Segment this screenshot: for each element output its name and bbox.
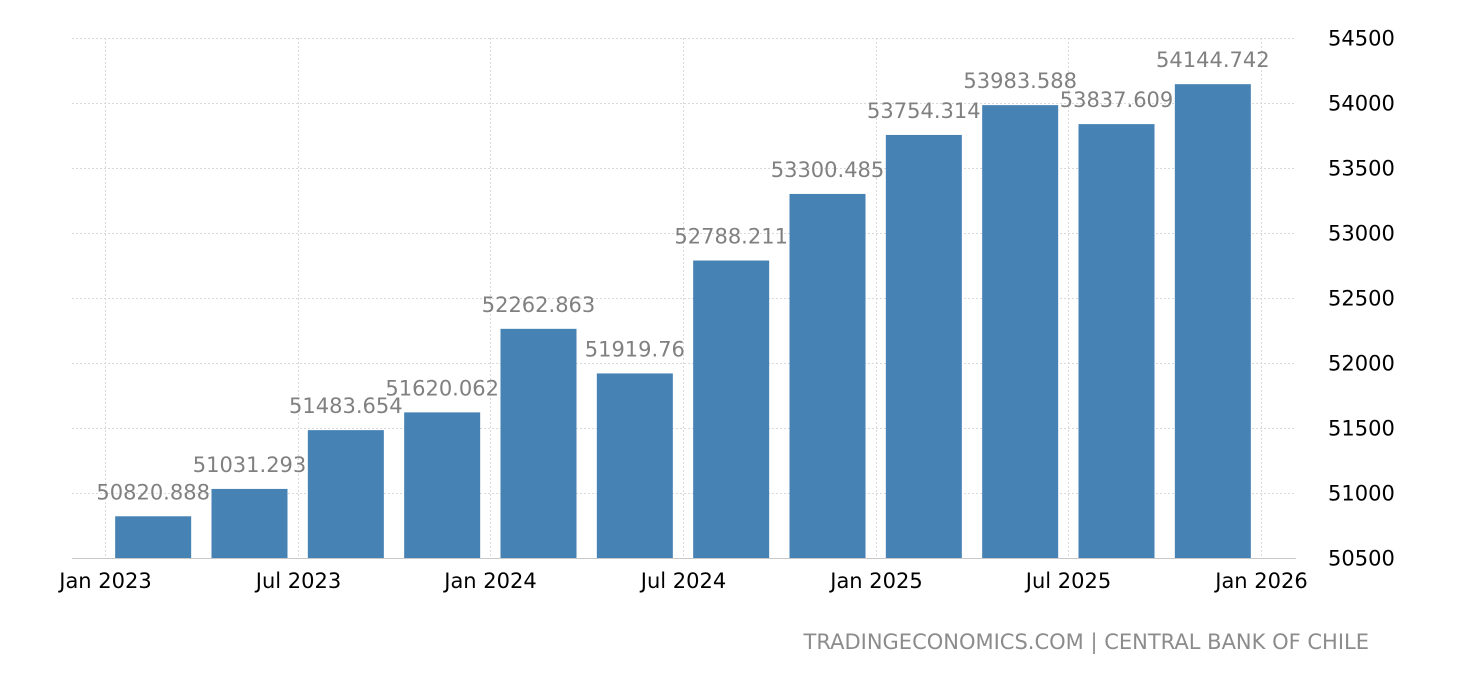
bars: [115, 84, 1251, 559]
bar-2025-01[interactable]: [885, 134, 962, 558]
y-tick-label: 51000: [1328, 482, 1395, 506]
data-label-2024-01: 52262.863: [482, 293, 596, 317]
bar-2025-07[interactable]: [1078, 124, 1155, 558]
y-tick-label: 53500: [1328, 157, 1395, 181]
data-label-2024-10: 53300.485: [771, 158, 885, 182]
data-label-2024-07: 52788.211: [674, 225, 788, 249]
data-label-2025-01: 53754.314: [867, 99, 981, 123]
x-tick-label: Jul 2025: [1024, 569, 1111, 593]
bar-2024-01[interactable]: [500, 328, 577, 558]
x-tick-label: Jan 2026: [1213, 569, 1308, 593]
x-axis: Jan 2023 Jul 2023 Jan 2024 Jul 2024 Jan 2025…: [57, 558, 1308, 593]
x-tick-label: Jul 2023: [254, 569, 341, 593]
y-axis: 50500 51000 51500 52000 52500 53000 53500 54000…: [1328, 27, 1395, 571]
y-tick-label: 54500: [1328, 27, 1395, 51]
y-tick-label: 52500: [1328, 287, 1395, 311]
bar-2023-07[interactable]: [307, 430, 384, 558]
data-label-2025-04: 53983.588: [963, 69, 1077, 93]
data-label-2023-10: 51620.062: [385, 376, 499, 400]
y-tick-label: 53000: [1328, 222, 1395, 246]
bar-2023-01[interactable]: [115, 516, 192, 558]
data-label-2023-04: 51031.293: [193, 453, 307, 477]
y-tick-label: 52000: [1328, 352, 1395, 376]
bar-2024-10[interactable]: [789, 193, 866, 558]
data-label-2025-10: 54144.742: [1156, 48, 1270, 72]
x-tick-label: Jan 2023: [57, 569, 152, 593]
data-label-2023-07: 51483.654: [289, 394, 403, 418]
bar-2024-04[interactable]: [596, 373, 673, 558]
y-tick-label: 54000: [1328, 92, 1395, 116]
data-label-2025-07: 53837.609: [1060, 88, 1174, 112]
bar-2023-04[interactable]: [211, 488, 288, 558]
bar-2023-10[interactable]: [404, 412, 481, 558]
x-tick-label: Jan 2024: [442, 569, 537, 593]
data-label-2023-01: 50820.888: [96, 480, 210, 504]
source-attribution[interactable]: TRADINGECONOMICS.COM | CENTRAL BANK OF C…: [803, 630, 1369, 654]
bar-2025-10[interactable]: [1174, 84, 1251, 559]
y-tick-label: 51500: [1328, 417, 1395, 441]
data-label-2024-04: 51919.76: [585, 337, 685, 361]
x-tick-label: Jan 2025: [828, 569, 923, 593]
grid-lines: [72, 38, 1296, 558]
bar-2025-04[interactable]: [982, 105, 1059, 559]
x-tick-label: Jul 2024: [639, 569, 726, 593]
y-tick-label: 50500: [1328, 547, 1395, 571]
bar-2024-07[interactable]: [693, 260, 770, 558]
